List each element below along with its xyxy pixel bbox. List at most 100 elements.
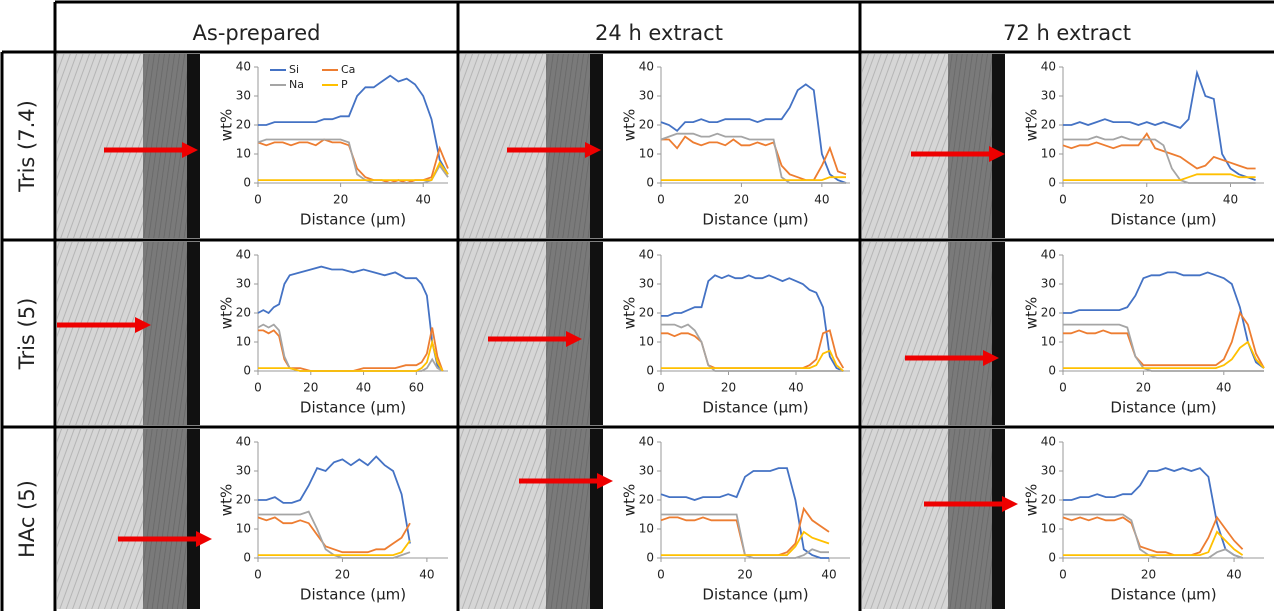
arrow-head	[597, 473, 613, 489]
x-tick-label: 40	[788, 381, 803, 395]
y-tick-label: 10	[639, 335, 654, 349]
x-tick-label: 20	[721, 381, 736, 395]
arrow-head	[182, 142, 198, 158]
series-line	[1063, 69, 1256, 181]
legend-label: P	[341, 78, 348, 91]
series-line	[258, 160, 449, 181]
y-tick-label: 10	[236, 147, 251, 161]
arrow-head	[135, 317, 151, 333]
y-tick-label: 10	[639, 147, 654, 161]
arrow-head	[1002, 496, 1018, 512]
arrow-head	[983, 350, 999, 366]
series-line	[258, 540, 411, 556]
x-axis-label: Distance (µm)	[300, 586, 406, 604]
x-axis-label: Distance (µm)	[1110, 586, 1216, 604]
x-tick-label: 0	[254, 381, 262, 395]
x-tick-label: 20	[333, 193, 348, 207]
x-tick-label: 40	[1226, 568, 1241, 582]
series-line	[1063, 530, 1244, 556]
y-tick-label: 40	[639, 435, 654, 449]
series-line	[661, 323, 844, 372]
series-line	[257, 323, 444, 372]
y-tick-label: 30	[639, 89, 654, 103]
micrograph-edge	[187, 242, 200, 425]
x-tick-label: 0	[1059, 568, 1067, 582]
x-tick-label: 20	[303, 381, 318, 395]
x-tick-label: 40	[356, 381, 371, 395]
series-line	[661, 176, 846, 181]
y-tick-label: 40	[639, 60, 654, 74]
y-tick-label: 0	[1048, 176, 1056, 190]
series-line	[660, 467, 829, 559]
y-tick-label: 10	[1041, 335, 1056, 349]
y-tick-label: 20	[639, 306, 654, 320]
series-line	[661, 349, 844, 372]
micrograph-layer	[143, 242, 187, 425]
series-line	[1063, 310, 1265, 369]
y-axis-label: wt%	[621, 297, 639, 329]
micrograph-layer	[546, 54, 590, 238]
series-line	[1062, 132, 1256, 170]
y-tick-label: 0	[243, 176, 251, 190]
series-line	[661, 530, 830, 556]
y-tick-label: 30	[236, 464, 251, 478]
y-tick-label: 10	[236, 522, 251, 536]
series-line	[661, 135, 847, 181]
x-tick-label: 40	[419, 568, 434, 582]
y-tick-label: 0	[243, 551, 251, 565]
y-tick-label: 30	[1041, 277, 1056, 291]
x-axis-label: Distance (µm)	[702, 211, 808, 229]
x-tick-label: 20	[737, 568, 752, 582]
y-tick-label: 0	[243, 364, 251, 378]
legend-label: Na	[289, 78, 304, 91]
arrow-head	[566, 331, 582, 347]
row-label: HAc (5)	[15, 480, 39, 558]
micrograph-layer	[143, 54, 187, 238]
y-tick-label: 10	[1041, 147, 1056, 161]
series-line	[1062, 515, 1244, 556]
x-tick-label: 40	[1216, 381, 1231, 395]
micrograph-edge	[187, 429, 200, 609]
series-line	[257, 265, 444, 372]
y-tick-label: 0	[646, 176, 654, 190]
x-axis-label: Distance (µm)	[702, 586, 808, 604]
x-axis-label: Distance (µm)	[300, 399, 406, 417]
series-line	[1063, 135, 1256, 184]
y-tick-label: 20	[236, 118, 251, 132]
arrow-head	[196, 531, 212, 547]
series-line	[258, 455, 411, 544]
y-tick-label: 40	[236, 248, 251, 262]
series-line	[257, 138, 449, 184]
column-header: 72 h extract	[1003, 21, 1131, 45]
y-tick-label: 20	[236, 493, 251, 507]
y-tick-label: 10	[639, 522, 654, 536]
series-line	[257, 516, 411, 554]
y-tick-label: 20	[639, 118, 654, 132]
x-tick-label: 0	[657, 193, 665, 207]
x-tick-label: 40	[1223, 193, 1238, 207]
y-tick-label: 40	[1041, 60, 1056, 74]
series-line	[1063, 467, 1243, 559]
series-line	[1063, 271, 1265, 369]
arrow-head	[585, 142, 601, 158]
y-tick-label: 40	[1041, 435, 1056, 449]
micrograph-edge	[992, 429, 1005, 609]
x-axis-label: Distance (µm)	[300, 211, 406, 229]
y-tick-label: 0	[1048, 364, 1056, 378]
y-tick-label: 40	[1041, 248, 1056, 262]
y-tick-label: 20	[1041, 493, 1056, 507]
series-line	[258, 510, 411, 559]
micrograph-layer	[948, 242, 992, 425]
x-axis-label: Distance (µm)	[1110, 211, 1216, 229]
micrograph-edge	[590, 429, 603, 609]
y-tick-label: 10	[1041, 522, 1056, 536]
x-tick-label: 40	[814, 193, 829, 207]
x-tick-label: 60	[409, 381, 424, 395]
column-header: As-prepared	[193, 21, 321, 45]
y-axis-label: wt%	[1023, 109, 1041, 141]
column-header: 24 h extract	[595, 21, 723, 45]
micrograph-edge	[992, 54, 1005, 238]
row-label: Tris (5)	[15, 298, 39, 371]
series-line	[1063, 173, 1256, 181]
